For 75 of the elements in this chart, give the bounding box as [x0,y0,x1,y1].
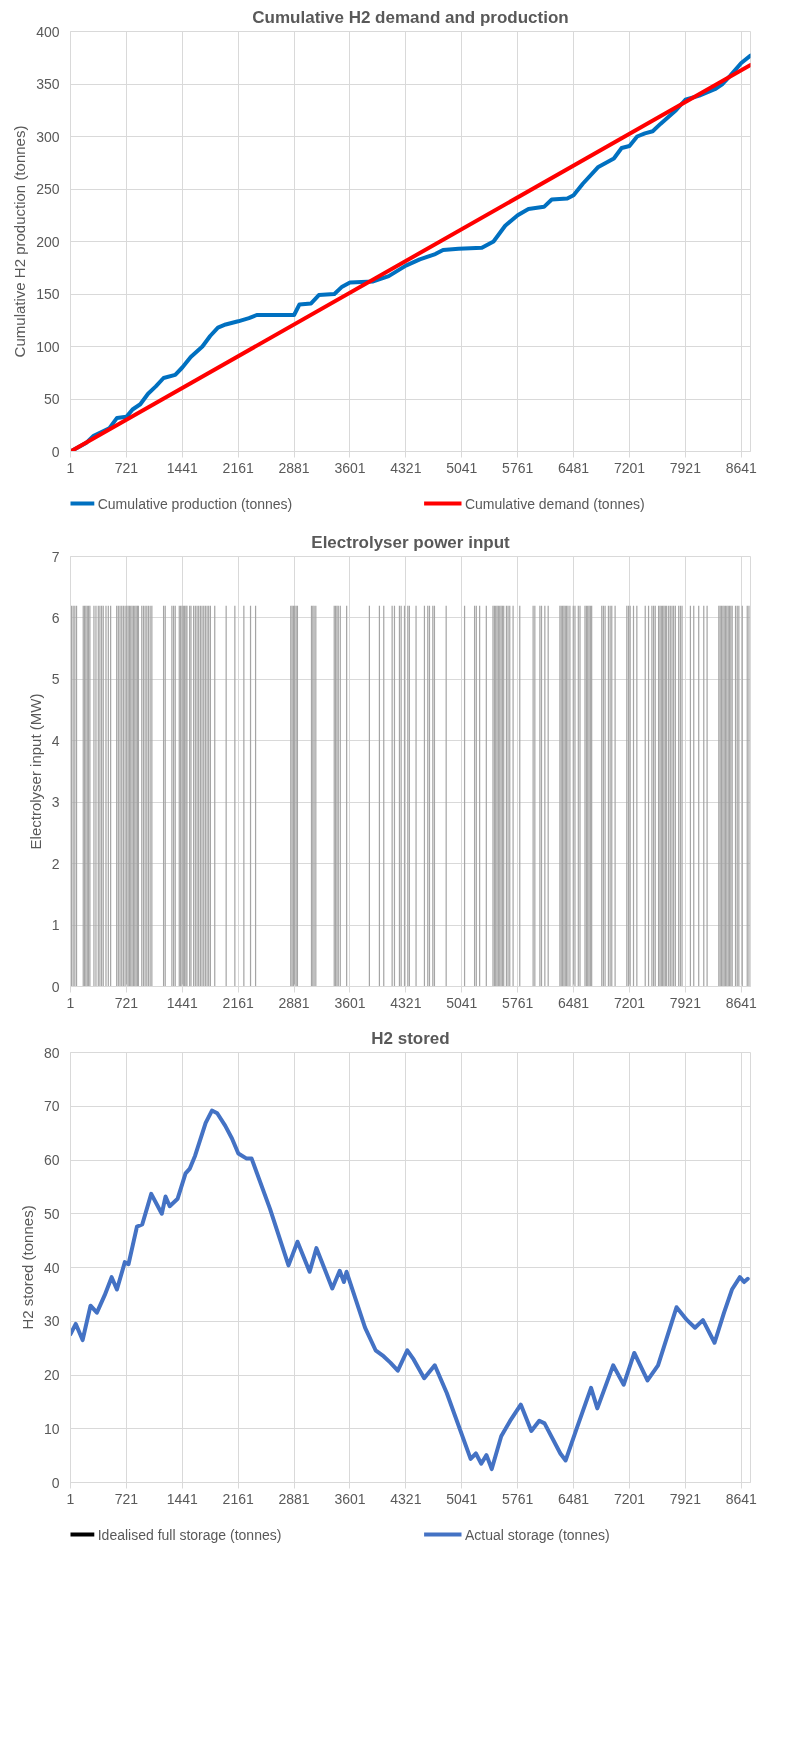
x-tick-label: 8641 [725,459,758,476]
y-tick-label: 30 [43,1313,60,1330]
x-tick-label: 1 [66,1490,75,1507]
x-tick-label: 8641 [725,1490,758,1507]
x-tick-label: 2161 [222,1490,254,1507]
x-tick-label: 7201 [613,1490,646,1507]
y-tick-label: 100 [36,338,60,355]
chart-title: Cumulative H2 demand and production [252,7,569,27]
x-tick-label: 4321 [390,459,422,476]
y-tick-label: 2 [51,855,60,872]
x-tick-label: 2161 [222,459,254,476]
x-tick-label: 7921 [669,994,702,1011]
x-tick-label: 5041 [446,459,478,476]
chart-title: Electrolyser power input [311,532,511,552]
y-tick-label: 150 [36,286,60,302]
x-tick-label: 2881 [278,994,310,1011]
x-tick-label: 5761 [502,459,534,476]
y-tick-label: 6 [51,609,60,626]
y-tick-label: 250 [36,181,60,197]
y-tick-label: 60 [43,1152,60,1168]
x-tick-label: 3601 [334,994,366,1011]
x-tick-label: 5041 [446,994,478,1011]
x-tick-label: 3601 [334,459,366,476]
x-tick-label: 7201 [613,459,646,476]
y-tick-label: 5 [51,671,60,688]
y-tick-label: 350 [36,76,60,92]
legend-label: Actual storage (tonnes) [464,1526,610,1543]
x-tick-label: 1441 [166,994,199,1011]
y-tick-label: 50 [43,1205,60,1222]
y-tick-label: 40 [43,1259,60,1276]
x-tick-label: 5761 [502,994,534,1011]
x-tick-label: 4321 [390,994,422,1011]
legend-label: Cumulative demand (tonnes) [464,495,645,512]
x-tick-label: 2161 [222,994,254,1011]
y-tick-label: 10 [43,1420,60,1437]
x-tick-label: 721 [114,1490,139,1507]
x-tick-label: 1 [66,459,75,476]
y-tick-label: 7 [51,548,60,565]
x-tick-label: 5041 [446,1490,478,1507]
x-tick-label: 1 [66,994,75,1011]
chart-title: H2 stored [371,1028,450,1048]
x-tick-label: 1441 [166,1490,199,1507]
y-tick-label: 4 [51,732,60,749]
x-tick-label: 6481 [558,994,590,1011]
y-tick-label: 80 [43,1044,60,1061]
y-tick-label: 20 [43,1367,60,1383]
x-tick-label: 721 [114,459,139,476]
y-tick-label: 50 [43,391,60,407]
y-tick-label: 0 [51,978,60,995]
legend-label: Idealised full storage (tonnes) [97,1526,282,1543]
y-tick-label: 0 [51,1474,60,1491]
y-tick-label: 300 [36,128,60,145]
y-axis-title: Cumulative H2 production (tonnes) [11,125,29,358]
x-tick-label: 8641 [725,994,758,1011]
x-tick-label: 2881 [278,459,310,476]
y-axis-title: Electrolyser input (MW) [26,693,44,850]
y-tick-label: 0 [51,443,60,460]
y-tick-label: 400 [36,23,60,40]
x-tick-label: 5761 [502,1490,534,1507]
x-tick-label: 4321 [390,1490,422,1507]
x-tick-label: 7921 [669,1490,702,1507]
x-tick-label: 6481 [558,1490,590,1507]
x-tick-label: 6481 [558,459,590,476]
y-tick-label: 200 [36,233,60,250]
x-tick-label: 7921 [669,459,702,476]
x-tick-label: 2881 [278,1490,310,1507]
x-tick-label: 7201 [613,994,646,1011]
x-tick-label: 1441 [166,459,199,476]
x-tick-label: 3601 [334,1490,366,1507]
x-tick-label: 721 [114,994,139,1011]
y-tick-label: 1 [51,917,60,934]
y-axis-title: H2 stored (tonnes) [18,1205,36,1330]
y-tick-label: 70 [43,1098,60,1115]
legend-label: Cumulative production (tonnes) [97,495,293,512]
y-tick-label: 3 [51,794,60,811]
